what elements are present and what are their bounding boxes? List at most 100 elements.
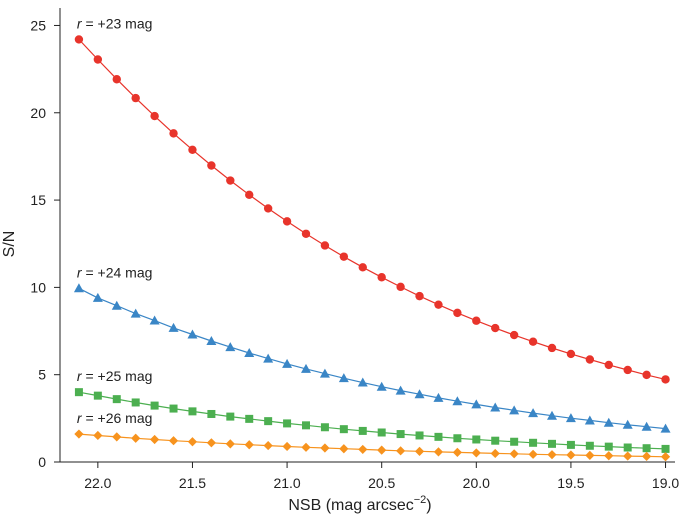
- series-line: [78, 38, 666, 380]
- data-point-diamond: [150, 434, 160, 445]
- data-point-square: [358, 426, 367, 435]
- data-point-triangle: [528, 408, 539, 418]
- data-point-diamond: [471, 448, 481, 458]
- data-point-triangle: [490, 402, 501, 412]
- data-point-triangle: [73, 283, 84, 293]
- data-point-diamond: [566, 450, 576, 460]
- x-tick-label: 22.0: [84, 475, 111, 491]
- data-point-diamond: [452, 447, 462, 457]
- data-point-square: [169, 404, 178, 413]
- data-point-triangle: [149, 315, 160, 325]
- data-point-square: [302, 421, 310, 430]
- data-point-triangle: [168, 322, 179, 332]
- data-point-square: [377, 428, 386, 437]
- data-point-diamond: [623, 451, 633, 461]
- data-point-diamond: [642, 451, 652, 462]
- data-point-circle: [112, 75, 121, 84]
- data-point-triangle: [357, 377, 368, 387]
- data-point-square: [339, 425, 348, 434]
- data-point-square: [93, 391, 102, 400]
- data-point-circle: [547, 343, 557, 353]
- data-point-circle: [566, 349, 576, 359]
- data-point-triangle: [641, 421, 652, 431]
- data-point-triangle: [92, 292, 103, 302]
- data-point-diamond: [528, 449, 538, 459]
- data-point-square: [207, 409, 216, 418]
- data-point-triangle: [547, 410, 557, 420]
- x-tick-label: 20.0: [463, 475, 490, 491]
- data-point-triangle: [565, 413, 576, 423]
- data-point-square: [131, 398, 140, 407]
- data-point-square: [245, 414, 254, 423]
- data-point-circle: [320, 241, 330, 250]
- data-point-triangle: [660, 423, 671, 433]
- data-point-circle: [585, 355, 595, 364]
- x-axis-title-close: ): [426, 497, 431, 514]
- data-point-square: [320, 423, 329, 432]
- series-2: [73, 283, 671, 433]
- series-label-3: r = +25 mag: [77, 368, 153, 384]
- data-point-circle: [491, 323, 500, 333]
- data-point-square: [491, 436, 500, 445]
- data-point-square: [529, 438, 538, 447]
- data-point-triangle: [225, 342, 236, 352]
- data-point-circle: [434, 300, 443, 309]
- data-point-square: [74, 388, 83, 397]
- x-tick-label: 19.0: [652, 475, 679, 491]
- data-point-triangle: [471, 399, 482, 409]
- data-point-circle: [377, 273, 386, 282]
- data-point-circle: [282, 217, 292, 226]
- series-label-value: = +25 mag: [82, 368, 153, 384]
- y-tick-label: 0: [38, 454, 46, 470]
- data-point-diamond: [377, 445, 387, 455]
- y-tick-label: 20: [30, 105, 46, 121]
- data-point-triangle: [395, 385, 406, 395]
- data-point-diamond: [168, 436, 179, 446]
- data-point-square: [150, 401, 159, 410]
- data-point-diamond: [112, 432, 122, 442]
- data-point-circle: [358, 263, 367, 272]
- data-point-diamond: [263, 440, 273, 451]
- x-axis-title-main: NSB (mag arcsec: [288, 497, 413, 514]
- data-point-square: [453, 434, 462, 443]
- data-point-circle: [604, 360, 613, 370]
- data-point-square: [566, 440, 575, 449]
- x-tick-label: 21.5: [179, 475, 206, 491]
- data-point-triangle: [130, 308, 141, 318]
- data-point-triangle: [509, 405, 520, 415]
- data-point-diamond: [509, 449, 519, 459]
- series-label-4: r = +26 mag: [77, 410, 153, 426]
- data-point-square: [472, 435, 481, 444]
- data-point-diamond: [396, 446, 406, 456]
- data-point-circle: [339, 252, 349, 261]
- data-point-circle: [642, 370, 651, 380]
- data-point-diamond: [585, 450, 595, 460]
- data-point-triangle: [282, 358, 293, 368]
- data-point-circle: [150, 111, 159, 121]
- data-point-square: [585, 441, 594, 450]
- data-point-square: [661, 444, 670, 453]
- data-point-square: [264, 417, 273, 426]
- y-axis-title: S/N: [1, 231, 18, 258]
- data-point-diamond: [244, 440, 254, 450]
- series-label-variable: r: [77, 264, 83, 280]
- data-point-triangle: [319, 368, 330, 378]
- data-point-diamond: [301, 442, 311, 452]
- data-point-square: [188, 407, 197, 416]
- series-label-variable: r: [77, 368, 83, 384]
- data-point-circle: [661, 375, 670, 384]
- data-point-circle: [509, 330, 519, 340]
- data-point-triangle: [301, 363, 311, 373]
- data-point-circle: [93, 55, 103, 64]
- y-tick-label: 10: [30, 279, 46, 295]
- data-point-circle: [528, 337, 538, 346]
- data-point-triangle: [376, 381, 387, 391]
- series-label-value: = +23 mag: [82, 15, 153, 31]
- data-point-circle: [207, 161, 216, 170]
- data-point-diamond: [660, 452, 671, 462]
- data-point-diamond: [320, 443, 330, 453]
- data-point-circle: [169, 129, 178, 138]
- series-label-variable: r: [77, 15, 83, 31]
- data-point-triangle: [603, 417, 614, 427]
- data-point-circle: [301, 229, 311, 238]
